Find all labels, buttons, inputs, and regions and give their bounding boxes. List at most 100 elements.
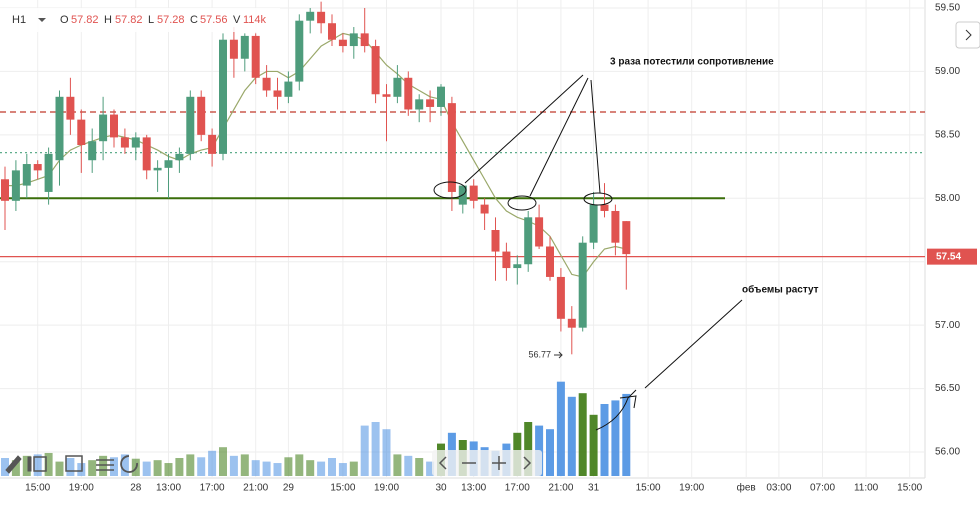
x-tick-label: 31 bbox=[588, 483, 600, 494]
x-tick-label: 13:00 bbox=[156, 483, 181, 494]
arrow-head bbox=[619, 395, 637, 409]
price-tag bbox=[927, 248, 977, 265]
candle-body bbox=[535, 217, 544, 247]
candle-body bbox=[349, 33, 358, 47]
candle-body bbox=[251, 35, 260, 78]
settings-icon[interactable] bbox=[96, 459, 114, 471]
candle-body bbox=[284, 81, 293, 97]
candle-body bbox=[33, 164, 42, 171]
candle-body bbox=[600, 204, 609, 211]
candle-body bbox=[567, 318, 576, 328]
low-arrow bbox=[554, 351, 563, 359]
candle-body bbox=[153, 167, 162, 171]
indicator-icon[interactable] bbox=[65, 455, 83, 472]
volume-bar bbox=[567, 396, 576, 476]
scroll-right[interactable] bbox=[523, 456, 532, 470]
candle-body bbox=[360, 33, 369, 47]
volume-bar bbox=[55, 461, 64, 476]
candle-body bbox=[22, 164, 31, 186]
candle-body bbox=[393, 77, 402, 97]
candle-body bbox=[426, 99, 435, 107]
annotation: 3 раза потестили сопротивление bbox=[610, 57, 774, 68]
annotation: объемы растут bbox=[742, 284, 819, 296]
chevron bbox=[965, 29, 972, 41]
volume-bar bbox=[426, 461, 435, 476]
candle-body bbox=[219, 39, 227, 154]
volume-bar bbox=[44, 452, 53, 476]
volume-bar bbox=[524, 422, 533, 476]
value: 57.82 bbox=[71, 14, 99, 26]
x-tick-label: 28 bbox=[130, 483, 142, 494]
volume-bar bbox=[99, 455, 108, 476]
volume-bar bbox=[11, 460, 20, 476]
volume-bar bbox=[164, 463, 173, 476]
candle-body bbox=[404, 77, 413, 110]
volume-bar bbox=[197, 457, 206, 476]
volume-bar bbox=[393, 454, 402, 476]
x-tick-label: 15:00 bbox=[636, 483, 661, 494]
y-tick-label: 59.50 bbox=[935, 3, 960, 14]
reset-icon[interactable] bbox=[120, 455, 138, 473]
volume-bar bbox=[88, 460, 97, 476]
volume-bar bbox=[600, 404, 609, 476]
header-bg bbox=[0, 8, 280, 32]
volume-bar bbox=[153, 460, 162, 476]
plot bbox=[0, 0, 925, 478]
x-tick-label: 21:00 bbox=[548, 483, 573, 494]
volume-bar bbox=[317, 461, 326, 476]
x-tick-label: 17:00 bbox=[505, 483, 530, 494]
candle-body bbox=[611, 210, 620, 243]
candle-body bbox=[371, 46, 380, 95]
candle-body bbox=[328, 23, 336, 40]
list-icon[interactable] bbox=[33, 456, 47, 472]
candle-body bbox=[229, 39, 238, 59]
candle-body bbox=[131, 137, 140, 148]
ma-line bbox=[5, 32, 627, 278]
annotation-drawing bbox=[433, 74, 743, 431]
label: L bbox=[148, 14, 154, 26]
candle-body bbox=[578, 242, 587, 328]
candle-body bbox=[208, 134, 217, 154]
volume-bar bbox=[120, 454, 129, 476]
volume-bar bbox=[360, 425, 369, 476]
candle-body bbox=[55, 96, 64, 161]
volume-bar bbox=[382, 429, 391, 476]
value: 57.28 bbox=[157, 14, 185, 26]
zoom-in[interactable] bbox=[492, 456, 506, 470]
volume-bar bbox=[284, 457, 293, 476]
volume-bar bbox=[22, 455, 31, 476]
scroll-left[interactable] bbox=[438, 456, 447, 470]
arrow bbox=[464, 74, 601, 197]
dropdown[interactable] bbox=[38, 18, 46, 22]
candle-body bbox=[524, 217, 533, 265]
candle-body bbox=[99, 114, 108, 142]
interval[interactable]: H1 bbox=[12, 14, 26, 26]
x-tick-label: 30 bbox=[435, 483, 447, 494]
candle-body bbox=[295, 20, 304, 82]
y-tick-label: 58.50 bbox=[935, 129, 960, 140]
volume-bar bbox=[66, 458, 75, 476]
pencil-icon[interactable] bbox=[5, 455, 22, 474]
volume-bar bbox=[240, 454, 249, 476]
candle-body bbox=[164, 160, 173, 168]
candle-body bbox=[77, 119, 86, 146]
candle-body bbox=[240, 35, 249, 59]
candle-body bbox=[120, 137, 129, 148]
label: H bbox=[104, 14, 112, 26]
label: O bbox=[60, 14, 69, 26]
volume-bar bbox=[1, 458, 9, 476]
candle-body bbox=[142, 137, 151, 171]
volume-bar bbox=[175, 458, 184, 476]
expand-button[interactable] bbox=[955, 21, 980, 49]
list-icon[interactable] bbox=[27, 456, 32, 472]
candle-body bbox=[44, 153, 53, 192]
y-tick-label: 57.00 bbox=[935, 320, 960, 331]
volume-bar bbox=[589, 414, 598, 476]
volume-bar bbox=[142, 461, 151, 476]
x-tick-label: 07:00 bbox=[810, 483, 835, 494]
volume-bar bbox=[306, 460, 315, 476]
label: V bbox=[233, 14, 241, 26]
volume-bar bbox=[208, 450, 217, 476]
low-label: 56.77 bbox=[528, 349, 551, 359]
